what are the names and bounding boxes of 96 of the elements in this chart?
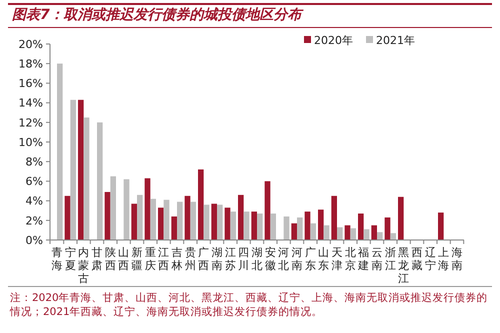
bar (398, 196, 404, 240)
bar (230, 212, 236, 240)
y-tick-label: 6% (26, 175, 43, 188)
bar (337, 227, 343, 240)
bar (64, 196, 70, 240)
text: 注：2020年青海、甘肃、山西、河北、黑龙江、西藏、辽宁、上海、海南无取消或推迟发行债券的情况；2021年西藏、辽宁、海南无取消或推迟发行债券的情况。 (10, 291, 489, 319)
x-tick-label: 广西 (198, 246, 210, 272)
x-tick-label: 宁夏 (64, 246, 76, 272)
x-tick-label: 河北 (278, 246, 290, 272)
bar (244, 212, 250, 240)
bar (70, 100, 76, 240)
bar (137, 194, 143, 240)
bar (384, 217, 390, 240)
bar (84, 118, 90, 240)
y-tick-label: 10% (18, 136, 43, 149)
x-tick-label: 江西 (158, 246, 170, 272)
bar (144, 178, 150, 240)
bar (438, 212, 444, 240)
bar (251, 212, 257, 240)
x-tick-label: 安徽 (264, 246, 276, 272)
x-tick-label: 江苏 (224, 246, 236, 272)
x-tick-label: 山西 (118, 246, 130, 272)
bar (350, 228, 356, 240)
bar (284, 216, 290, 240)
x-tick-label: 黑龙江 (398, 246, 410, 285)
x-tick-label: 海南 (452, 246, 462, 272)
x-tick-label: 天津 (332, 246, 342, 272)
x-tick-label: 四川 (238, 246, 250, 272)
y-tick-label: 16% (18, 77, 43, 90)
bar (150, 198, 156, 240)
bar (158, 208, 164, 240)
bar (104, 192, 110, 240)
bar (358, 214, 364, 240)
y-tick-label: 18% (18, 57, 43, 70)
x-tick-label: 贵州 (184, 246, 196, 272)
x-tick-label: 湖南 (212, 246, 222, 272)
bar (344, 225, 350, 240)
y-tick-label: 8% (26, 155, 43, 168)
y-tick-label: 4% (26, 194, 43, 208)
bar (291, 223, 297, 240)
bar (257, 214, 263, 240)
x-tick-label: 福建 (357, 246, 370, 272)
bar (131, 204, 137, 240)
x-tick-label: 甘肃 (92, 246, 102, 272)
bar (57, 64, 63, 240)
x-tick-label: 内蒙古 (78, 246, 90, 285)
bar (371, 225, 377, 240)
bar (177, 202, 183, 240)
bar (304, 212, 310, 240)
x-tick-label: 山东 (318, 246, 330, 272)
x-tick-label: 上海 (438, 246, 450, 272)
bar (184, 196, 190, 240)
x-tick-label: 重庆 (144, 246, 156, 272)
bar (190, 202, 196, 240)
bar (224, 208, 230, 240)
y-tick-label: 2% (26, 214, 43, 228)
y-tick-label: 0% (26, 234, 43, 247)
bar (364, 229, 370, 240)
bar (217, 204, 223, 240)
bar (297, 217, 303, 240)
x-tick-label: 河南 (292, 246, 302, 272)
y-tick-label: 14% (18, 96, 43, 110)
bar (377, 232, 383, 240)
x-tick-label: 浙江 (384, 246, 396, 272)
bar (390, 233, 396, 240)
bar (171, 216, 177, 240)
x-tick-label: 陕西 (104, 246, 116, 272)
x-tick-label: 新疆 (132, 246, 142, 272)
x-tick-label: 云南 (372, 246, 382, 272)
legend-label: 2021年 (376, 34, 415, 47)
bar (324, 225, 330, 240)
y-tick-label: 12% (18, 116, 43, 130)
x-tick-label: 西藏 (412, 246, 422, 272)
bar (97, 122, 103, 240)
bar (110, 176, 116, 240)
legend-label: 2020年 (314, 34, 353, 47)
bar (270, 214, 276, 240)
bar (264, 181, 270, 240)
x-tick-label: 湖北 (252, 246, 262, 272)
x-tick-label: 吉林 (170, 246, 182, 272)
y-tick-label: 20% (18, 38, 43, 51)
bar (331, 196, 337, 240)
x-tick-label: 辽宁 (424, 246, 436, 272)
bar (124, 179, 130, 240)
bar (204, 204, 210, 240)
bar (164, 200, 170, 240)
x-tick-label: 广东 (304, 246, 316, 272)
bar (211, 204, 217, 240)
x-tick-label: 北京 (344, 246, 356, 272)
bar (310, 223, 316, 240)
x-tick-label: 青海 (52, 246, 62, 272)
bar (238, 194, 244, 240)
bar (318, 210, 324, 240)
chart-title: 图表7：取消或推迟发行债券的城投债地区分布 (12, 6, 302, 24)
bar (198, 169, 204, 240)
bar (78, 100, 84, 240)
